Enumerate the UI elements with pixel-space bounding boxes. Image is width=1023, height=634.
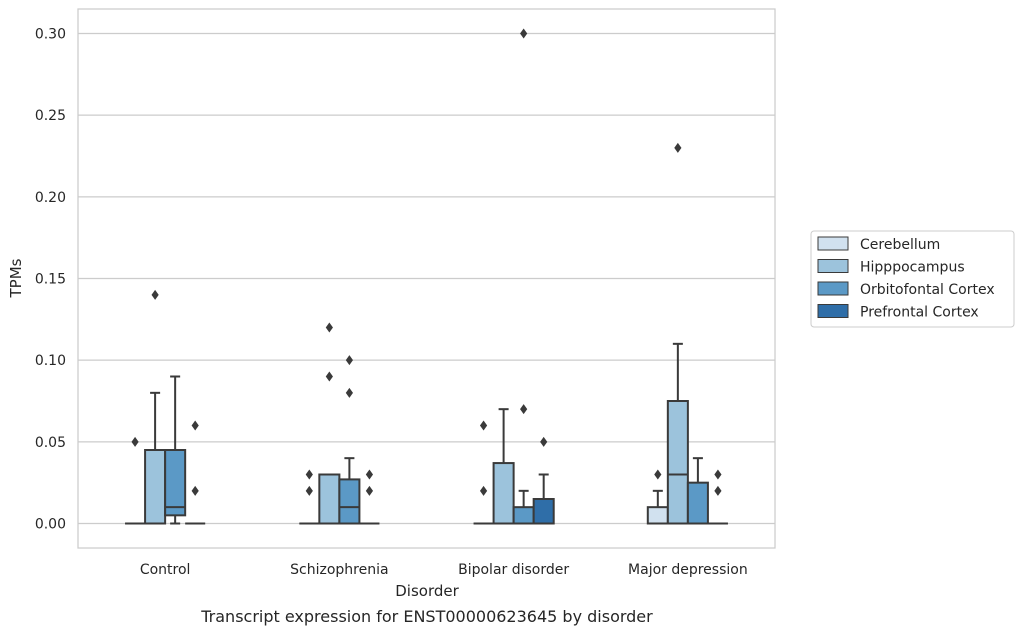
- box-1-1: [318, 322, 341, 525]
- box-1-2: [338, 355, 361, 525]
- box-1-3: [359, 469, 380, 525]
- outlier-point: [479, 420, 488, 431]
- outlier-point: [305, 469, 313, 480]
- x-tick-labels: Control Schizophrenia Bipolar disorder Majo…: [140, 562, 748, 578]
- outlier-point: [714, 469, 722, 480]
- outlier-point: [131, 436, 139, 447]
- outlier-point: [479, 485, 488, 496]
- outlier-point: [305, 485, 313, 496]
- legend-swatch: [817, 304, 849, 318]
- y-tick-label: 0.00: [35, 517, 66, 533]
- x-tick-label: Bipolar disorder: [458, 562, 569, 578]
- box-body: [532, 498, 555, 525]
- plot-area-frame: [77, 8, 776, 549]
- box-body: [318, 473, 341, 525]
- box-2-1: [492, 408, 515, 525]
- y-tick-labels: 0.00 0.05 0.10 0.15 0.20 0.25 0.30: [35, 27, 66, 533]
- box-2-3: [532, 436, 555, 525]
- outlier-point: [365, 469, 374, 480]
- box-0-1: [144, 289, 167, 525]
- grid-lines: [78, 32, 775, 525]
- box-3-0: [646, 469, 669, 525]
- y-tick-label: 0.10: [35, 353, 66, 369]
- legend-label: Hipppocampus: [860, 260, 965, 276]
- box-body: [144, 449, 167, 525]
- outlier-point: [674, 142, 682, 153]
- y-tick-label: 0.20: [35, 190, 66, 206]
- box-1-0: [299, 469, 320, 525]
- y-tick-label: 0.05: [35, 435, 66, 451]
- legend-label: Orbitofontal Cortex: [860, 282, 995, 298]
- box-0-3: [185, 420, 206, 525]
- boxes: [125, 28, 728, 525]
- x-tick-label: Major depression: [628, 562, 748, 578]
- outlier-point: [714, 485, 722, 496]
- legend-swatch: [817, 281, 849, 296]
- legend-swatch: [817, 236, 849, 251]
- outlier-point: [345, 387, 353, 398]
- box-2-2: [512, 28, 535, 525]
- y-axis-title: TPMs: [7, 258, 25, 298]
- y-tick-label: 0.25: [35, 108, 66, 124]
- y-tick-label: 0.15: [35, 272, 66, 288]
- box-body: [338, 478, 361, 525]
- box-3-3: [707, 469, 728, 525]
- outlier-point: [191, 420, 199, 431]
- box-body: [492, 462, 515, 525]
- box-0-2: [164, 375, 187, 525]
- y-tick-label: 0.30: [35, 27, 66, 43]
- outlier-point: [520, 28, 528, 39]
- chart-caption: Transcript expression for ENST0000062364…: [200, 607, 653, 626]
- outlier-point: [345, 355, 353, 366]
- x-tick-label: Control: [140, 562, 191, 578]
- x-axis-title: Disorder: [395, 582, 459, 600]
- box-body: [512, 506, 535, 525]
- outlier-point: [325, 322, 333, 333]
- outlier-point: [365, 485, 374, 496]
- box-body: [164, 449, 187, 517]
- outlier-point: [191, 485, 199, 496]
- x-tick-label: Schizophrenia: [290, 562, 388, 578]
- outlier-point: [654, 469, 662, 480]
- box-3-2: [686, 457, 709, 525]
- box-0-0: [125, 436, 146, 525]
- box-body: [646, 506, 669, 525]
- legend-label: Cerebellum: [860, 237, 940, 253]
- box-body: [686, 481, 709, 525]
- box-2-0: [473, 420, 494, 525]
- legend: Cerebellum Hipppocampus Orbitofontal Corte…: [810, 230, 1015, 328]
- legend-label: Prefrontal Cortex: [860, 305, 979, 321]
- outlier-point: [540, 436, 548, 447]
- box-body: [666, 400, 689, 525]
- legend-swatch: [817, 259, 849, 273]
- legend-frame: [810, 230, 1015, 328]
- box-3-1: [666, 142, 689, 525]
- outlier-point: [325, 371, 333, 382]
- outlier-point: [151, 289, 159, 300]
- outlier-point: [520, 404, 528, 415]
